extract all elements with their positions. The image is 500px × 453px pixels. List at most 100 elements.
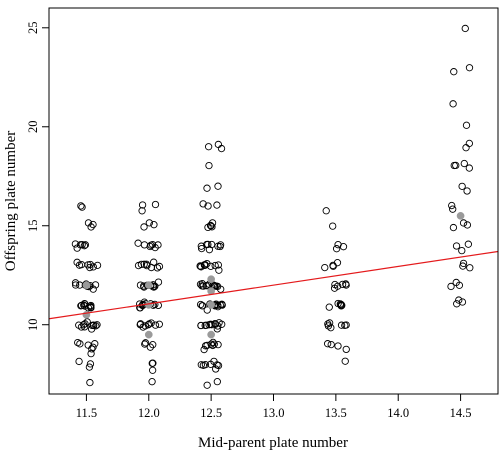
data-point: [91, 340, 99, 348]
data-point: [458, 182, 466, 191]
group-means: [82, 211, 465, 339]
data-point: [137, 260, 146, 269]
data-point: [140, 223, 148, 231]
data-point: [89, 343, 97, 351]
y-axis: 10 15 20 25: [26, 22, 49, 331]
data-point: [325, 303, 333, 311]
data-point: [87, 223, 95, 231]
data-point: [203, 184, 211, 192]
data-point: [337, 321, 346, 329]
data-point: [85, 363, 94, 371]
data-point: [75, 357, 83, 366]
data-point: [465, 139, 474, 148]
data-point: [84, 261, 92, 269]
data-point: [197, 361, 205, 369]
data-point: [450, 68, 458, 76]
y-tick-label: 10: [26, 318, 40, 331]
mean-point: [207, 330, 215, 339]
x-tick-label: 13.5: [325, 406, 347, 420]
data-point: [448, 201, 456, 210]
data-point: [204, 202, 212, 210]
y-tick-label: 25: [26, 22, 40, 35]
data-point: [84, 219, 93, 227]
data-point: [329, 222, 337, 230]
data-point: [212, 320, 220, 328]
data-point: [205, 161, 213, 170]
data-point: [81, 320, 89, 328]
mean-point: [144, 330, 153, 339]
data-point: [77, 202, 85, 210]
data-point: [80, 299, 89, 308]
data-point: [151, 321, 160, 329]
data-point: [203, 259, 211, 268]
data-point: [136, 320, 145, 328]
data-point: [449, 100, 457, 108]
data-point: [93, 261, 102, 270]
data-point: [218, 301, 226, 309]
data-point: [197, 242, 205, 250]
data-point: [333, 259, 342, 267]
data-point: [149, 359, 157, 367]
regression-line: [48, 250, 499, 320]
data-point: [154, 241, 162, 249]
data-point: [145, 219, 154, 227]
data-point: [338, 280, 347, 289]
data-point: [459, 219, 468, 227]
data-point: [209, 341, 217, 350]
data-point: [342, 321, 350, 329]
data-point: [213, 201, 221, 209]
data-point: [325, 319, 334, 327]
data-point: [147, 319, 155, 327]
data-point: [203, 306, 211, 314]
data-point: [203, 381, 211, 389]
data-point: [148, 366, 157, 374]
data-point: [452, 242, 461, 250]
x-tick-label: 12.0: [138, 406, 160, 420]
data-point: [201, 261, 209, 269]
data-point: [209, 338, 217, 347]
data-point: [206, 221, 215, 230]
data-points: [71, 24, 474, 389]
data-point: [332, 245, 341, 253]
data-point: [202, 321, 211, 329]
x-axis-label: Mid-parent plate number: [198, 435, 348, 451]
data-point: [217, 144, 226, 153]
data-point: [198, 302, 207, 310]
data-point: [134, 239, 142, 247]
data-point: [211, 282, 219, 290]
data-point: [204, 143, 213, 151]
data-point: [449, 223, 458, 232]
data-point: [342, 345, 350, 354]
data-point: [149, 340, 157, 349]
data-point: [342, 280, 350, 288]
data-point: [71, 240, 80, 248]
y-axis-label: Offspring plate number: [3, 131, 19, 272]
data-point: [327, 340, 335, 349]
data-point: [216, 241, 225, 249]
data-point: [141, 322, 149, 330]
data-point: [155, 262, 164, 271]
data-point: [89, 220, 97, 229]
data-point: [93, 321, 101, 329]
data-point: [196, 300, 205, 309]
data-point: [466, 264, 474, 272]
data-point: [203, 341, 211, 350]
y-tick-label: 20: [26, 121, 40, 133]
mean-point: [207, 275, 215, 284]
data-point: [146, 242, 154, 251]
x-tick-label: 14.5: [450, 406, 472, 420]
data-point: [91, 281, 100, 289]
data-point: [455, 296, 463, 304]
data-point: [150, 258, 158, 266]
data-point: [462, 121, 471, 129]
data-point: [138, 201, 147, 209]
data-point: [214, 140, 223, 149]
data-point: [463, 221, 472, 229]
data-point: [141, 340, 149, 348]
x-tick-label: 13.0: [263, 406, 285, 420]
data-point: [201, 361, 210, 369]
data-point: [459, 262, 467, 270]
x-tick-label: 12.5: [200, 406, 222, 420]
data-point: [198, 280, 206, 288]
